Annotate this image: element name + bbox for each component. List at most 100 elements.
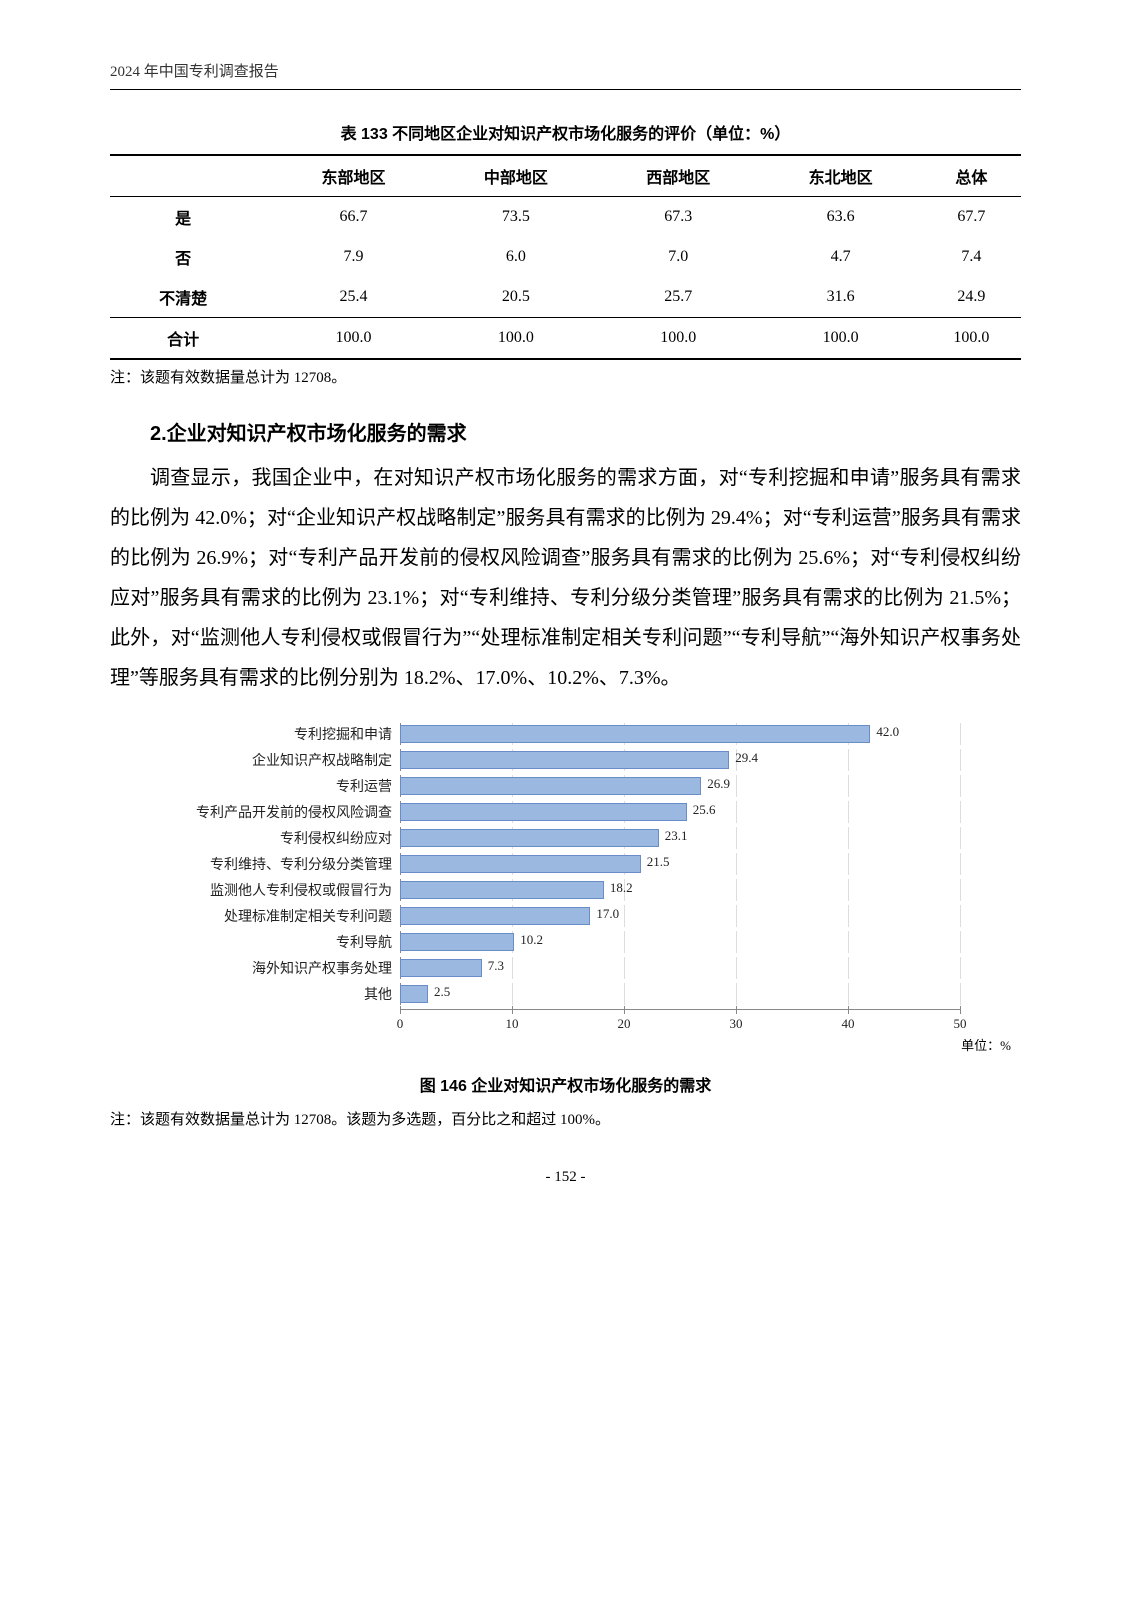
chart-tick-label: 50 xyxy=(954,1016,967,1032)
chart-row: 其他2.5 xyxy=(110,983,1021,1005)
chart-bar xyxy=(400,725,870,743)
chart-bar-area: 2.5 xyxy=(400,983,1021,1005)
document-header: 2024 年中国专利调查报告 xyxy=(110,60,1021,81)
chart-bar-area: 17.0 xyxy=(400,905,1021,927)
chart-bar-value: 7.3 xyxy=(488,958,504,974)
chart-row: 专利运营 26.9 xyxy=(110,775,1021,797)
table-cell: 24.9 xyxy=(922,277,1021,318)
chart-tick-label: 0 xyxy=(397,1016,404,1032)
chart-bar-label: 处理标准制定相关专利问题 xyxy=(110,906,400,926)
chart-tick xyxy=(960,1006,961,1014)
chart-bar xyxy=(400,959,482,977)
table-cell: 100.0 xyxy=(759,318,921,360)
chart-bar-label: 专利运营 xyxy=(110,776,400,796)
chart-row: 处理标准制定相关专利问题 17.0 xyxy=(110,905,1021,927)
table-row-label: 不清楚 xyxy=(110,277,272,318)
chart-bar-area: 21.5 xyxy=(400,853,1021,875)
table-row: 不清楚25.420.525.731.624.9 xyxy=(110,277,1021,318)
chart-row: 专利导航 10.2 xyxy=(110,931,1021,953)
chart-bar xyxy=(400,933,514,951)
chart-tick-label: 30 xyxy=(730,1016,743,1032)
chart-bar-value: 29.4 xyxy=(735,750,758,766)
data-table: 东部地区 中部地区 西部地区 东北地区 总体 是66.773.567.363.6… xyxy=(110,154,1021,360)
table-cell: 67.7 xyxy=(922,197,1021,238)
table-col-blank xyxy=(110,155,272,197)
table-col-northeast: 东北地区 xyxy=(759,155,921,197)
table-row-label: 是 xyxy=(110,197,272,238)
table-cell: 20.5 xyxy=(435,277,597,318)
chart-row: 海外知识产权事务处理 7.3 xyxy=(110,957,1021,979)
chart-tick xyxy=(624,1006,625,1014)
figure-note: 注：该题有效数据量总计为 12708。该题为多选题，百分比之和超过 100%。 xyxy=(110,1108,1021,1129)
table-col-west: 西部地区 xyxy=(597,155,759,197)
table-cell: 73.5 xyxy=(435,197,597,238)
chart-row: 专利侵权纠纷应对23.1 xyxy=(110,827,1021,849)
chart-bar-value: 18.2 xyxy=(610,880,633,896)
chart-bar-value: 17.0 xyxy=(596,906,619,922)
chart-row: 企业知识产权战略制定29.4 xyxy=(110,749,1021,771)
table-row-label: 合计 xyxy=(110,318,272,360)
chart-bar-label: 专利产品开发前的侵权风险调查 xyxy=(110,802,400,822)
chart-bar xyxy=(400,803,687,821)
table-cell: 25.7 xyxy=(597,277,759,318)
chart-bar-value: 2.5 xyxy=(434,984,450,1000)
table-row-label: 否 xyxy=(110,237,272,277)
chart-bar-label: 专利维持、专利分级分类管理 xyxy=(110,854,400,874)
body-paragraph: 调查显示，我国企业中，在对知识产权市场化服务的需求方面，对“专利挖掘和申请”服务… xyxy=(110,458,1021,698)
table-cell: 7.9 xyxy=(272,237,434,277)
chart-bar xyxy=(400,907,590,925)
chart-tick xyxy=(400,1006,401,1014)
table-row: 是66.773.567.363.667.7 xyxy=(110,197,1021,238)
chart-x-axis: 01020304050 xyxy=(400,1009,960,1033)
chart-bar-label: 专利挖掘和申请 xyxy=(110,724,400,744)
chart-bar-area: 10.2 xyxy=(400,931,1021,953)
chart-bar xyxy=(400,777,701,795)
chart-bar-value: 26.9 xyxy=(707,776,730,792)
table-cell: 100.0 xyxy=(272,318,434,360)
table-col-total: 总体 xyxy=(922,155,1021,197)
table-cell: 63.6 xyxy=(759,197,921,238)
table-col-central: 中部地区 xyxy=(435,155,597,197)
chart-bar-label: 专利导航 xyxy=(110,932,400,952)
chart-bar-label: 监测他人专利侵权或假冒行为 xyxy=(110,880,400,900)
chart-bar xyxy=(400,855,641,873)
chart-bar-label: 海外知识产权事务处理 xyxy=(110,958,400,978)
table-cell: 66.7 xyxy=(272,197,434,238)
chart-bar-value: 42.0 xyxy=(876,724,899,740)
chart-bar xyxy=(400,829,659,847)
chart-row: 专利挖掘和申请 42.0 xyxy=(110,723,1021,745)
table-cell: 100.0 xyxy=(922,318,1021,360)
chart-bar xyxy=(400,881,604,899)
chart-bar-area: 26.9 xyxy=(400,775,1021,797)
chart-bar-value: 10.2 xyxy=(520,932,543,948)
chart-tick xyxy=(848,1006,849,1014)
section-heading: 2.企业对知识产权市场化服务的需求 xyxy=(110,417,1021,446)
chart-tick-label: 10 xyxy=(506,1016,519,1032)
chart-row: 专利维持、专利分级分类管理21.5 xyxy=(110,853,1021,875)
table-cell: 100.0 xyxy=(435,318,597,360)
bar-chart: 专利挖掘和申请 42.0 企业知识产权战略制定29.4 专利运营 26.9 专利产品开发前… xyxy=(110,723,1021,1054)
chart-bar-area: 18.2 xyxy=(400,879,1021,901)
table-cell: 4.7 xyxy=(759,237,921,277)
page-number: - 152 - xyxy=(110,1169,1021,1186)
chart-bar-area: 7.3 xyxy=(400,957,1021,979)
table-cell: 100.0 xyxy=(597,318,759,360)
chart-bar xyxy=(400,751,729,769)
chart-bar xyxy=(400,985,428,1003)
table-caption: 表 133 不同地区企业对知识产权市场化服务的评价（单位：%） xyxy=(110,120,1021,144)
chart-bar-value: 25.6 xyxy=(693,802,716,818)
chart-tick xyxy=(512,1006,513,1014)
figure-caption: 图 146 企业对知识产权市场化服务的需求 xyxy=(110,1072,1021,1096)
table-note: 注：该题有效数据量总计为 12708。 xyxy=(110,366,1021,387)
table-total-row: 合计100.0100.0100.0100.0100.0 xyxy=(110,318,1021,360)
table-cell: 7.0 xyxy=(597,237,759,277)
chart-bar-area: 42.0 xyxy=(400,723,1021,745)
table-col-east: 东部地区 xyxy=(272,155,434,197)
chart-tick-label: 20 xyxy=(618,1016,631,1032)
chart-unit-label: 单位：% xyxy=(110,1035,1021,1054)
chart-bar-area: 23.1 xyxy=(400,827,1021,849)
table-cell: 31.6 xyxy=(759,277,921,318)
table-cell: 25.4 xyxy=(272,277,434,318)
table-header-row: 东部地区 中部地区 西部地区 东北地区 总体 xyxy=(110,155,1021,197)
chart-bar-area: 29.4 xyxy=(400,749,1021,771)
